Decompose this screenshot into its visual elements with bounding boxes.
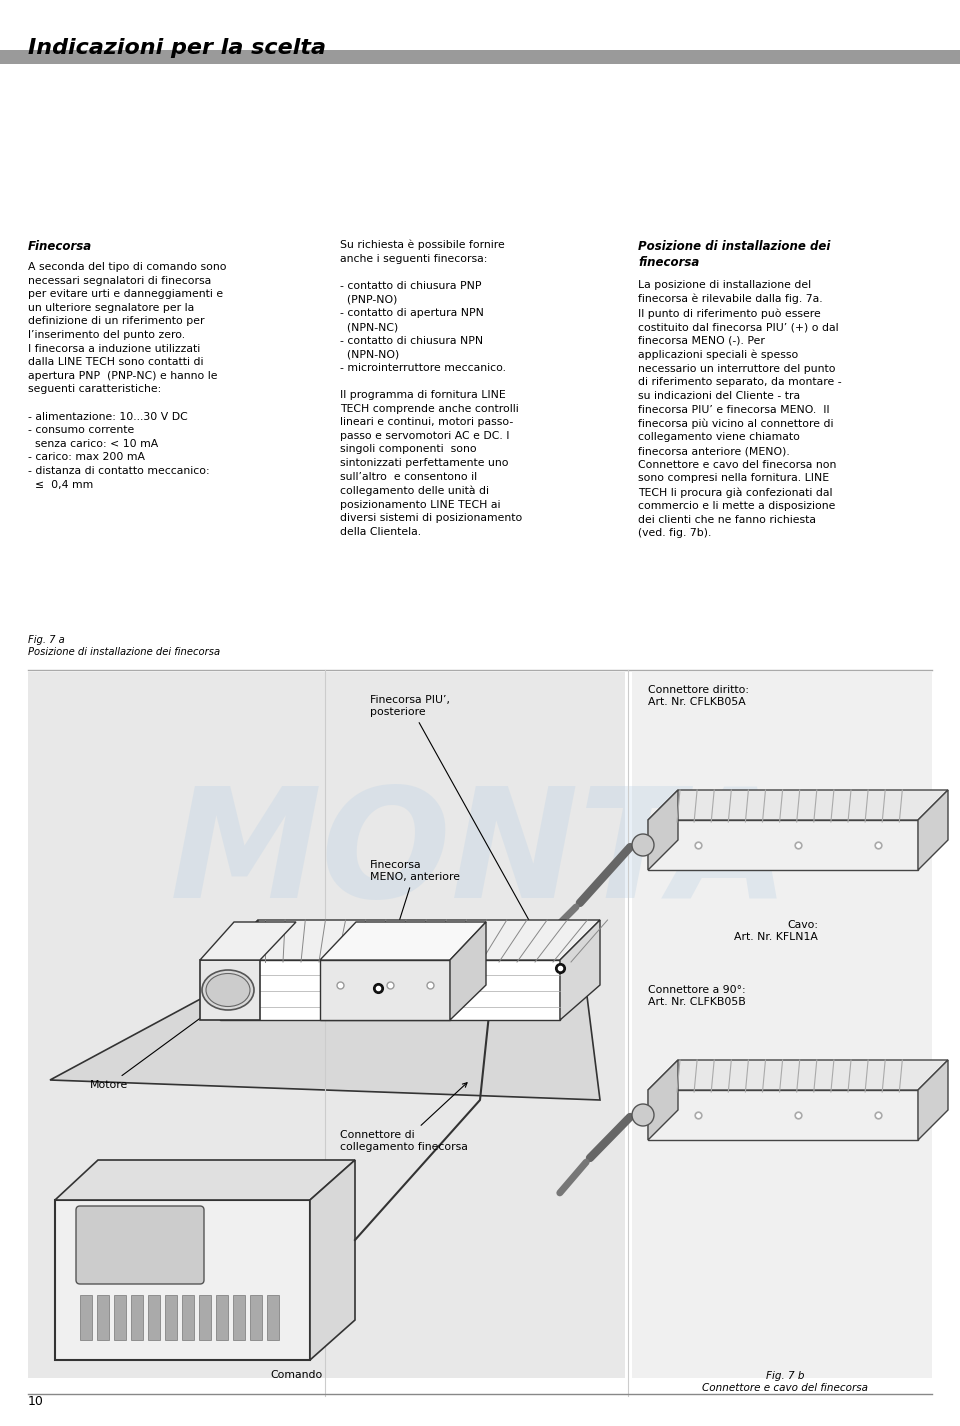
FancyArrowPatch shape	[590, 1117, 630, 1158]
Text: Finecorsa PIU’,
posteriore: Finecorsa PIU’, posteriore	[370, 694, 553, 964]
Polygon shape	[220, 920, 600, 960]
Ellipse shape	[632, 834, 654, 856]
Polygon shape	[648, 790, 678, 870]
Text: Cavo:
Art. Nr. KFLN1A: Cavo: Art. Nr. KFLN1A	[734, 920, 818, 943]
Text: Comando: Comando	[270, 1370, 323, 1380]
FancyBboxPatch shape	[76, 1206, 204, 1283]
Polygon shape	[200, 960, 260, 1020]
Bar	[148, 1295, 160, 1340]
Bar	[165, 1295, 177, 1340]
Bar	[250, 1295, 262, 1340]
Polygon shape	[220, 920, 258, 1020]
Polygon shape	[648, 1060, 678, 1139]
Polygon shape	[200, 923, 296, 960]
Polygon shape	[55, 1201, 310, 1360]
Text: Fig. 7 b
Connettore e cavo del finecorsa: Fig. 7 b Connettore e cavo del finecorsa	[702, 1370, 868, 1393]
Bar	[131, 1295, 143, 1340]
FancyArrowPatch shape	[580, 847, 630, 903]
Text: Motore: Motore	[90, 1002, 222, 1089]
Polygon shape	[918, 1060, 948, 1139]
Ellipse shape	[202, 970, 254, 1010]
Text: Connettore diritto:
Art. Nr. CFLKB05A: Connettore diritto: Art. Nr. CFLKB05A	[648, 684, 749, 707]
Bar	[114, 1295, 126, 1340]
Ellipse shape	[632, 1104, 654, 1127]
Text: La posizione di installazione del
finecorsa è rilevabile dalla fig. 7a.
Il punto: La posizione di installazione del fineco…	[638, 279, 842, 539]
Text: MONTA: MONTA	[170, 781, 790, 930]
Ellipse shape	[206, 974, 250, 1007]
Bar	[182, 1295, 194, 1340]
Bar	[199, 1295, 211, 1340]
Polygon shape	[648, 1060, 948, 1089]
Text: Posizione di installazione dei
finecorsa: Posizione di installazione dei finecorsa	[638, 240, 830, 270]
Polygon shape	[320, 923, 486, 960]
Text: Fig. 7 a
Posizione di installazione dei finecorsa: Fig. 7 a Posizione di installazione dei …	[28, 635, 220, 657]
Text: Su richiesta è possibile fornire
anche i seguenti finecorsa:

- contatto di chiu: Su richiesta è possibile fornire anche i…	[340, 240, 522, 536]
Polygon shape	[648, 820, 918, 870]
Text: Finecorsa
MENO, anteriore: Finecorsa MENO, anteriore	[370, 860, 460, 984]
Bar	[97, 1295, 109, 1340]
Polygon shape	[648, 790, 948, 820]
Text: Indicazioni per la scelta: Indicazioni per la scelta	[28, 39, 326, 58]
Polygon shape	[50, 940, 600, 1099]
Text: 10: 10	[28, 1395, 44, 1407]
Polygon shape	[220, 960, 560, 1020]
Bar	[0, 50, 960, 64]
FancyArrowPatch shape	[550, 907, 576, 933]
Polygon shape	[450, 923, 486, 1020]
Bar	[80, 1295, 92, 1340]
Polygon shape	[320, 960, 450, 1020]
Text: A seconda del tipo di comando sono
necessari segnalatori di finecorsa
per evitar: A seconda del tipo di comando sono neces…	[28, 262, 227, 489]
FancyArrowPatch shape	[560, 1162, 587, 1194]
Polygon shape	[55, 1159, 355, 1201]
Bar	[233, 1295, 245, 1340]
Text: Finecorsa: Finecorsa	[28, 240, 92, 252]
Bar	[267, 1295, 279, 1340]
Bar	[216, 1295, 228, 1340]
Polygon shape	[310, 1159, 355, 1360]
Polygon shape	[560, 920, 600, 1020]
Text: Connettore di
collegamento finecorsa: Connettore di collegamento finecorsa	[340, 1082, 468, 1152]
Polygon shape	[918, 790, 948, 870]
Bar	[28, 672, 625, 1378]
Polygon shape	[648, 1089, 918, 1139]
Bar	[632, 672, 932, 1378]
Text: Connettore a 90°:
Art. Nr. CLFKB05B: Connettore a 90°: Art. Nr. CLFKB05B	[648, 985, 746, 1007]
